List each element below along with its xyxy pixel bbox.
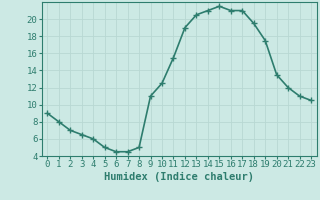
X-axis label: Humidex (Indice chaleur): Humidex (Indice chaleur) <box>104 172 254 182</box>
